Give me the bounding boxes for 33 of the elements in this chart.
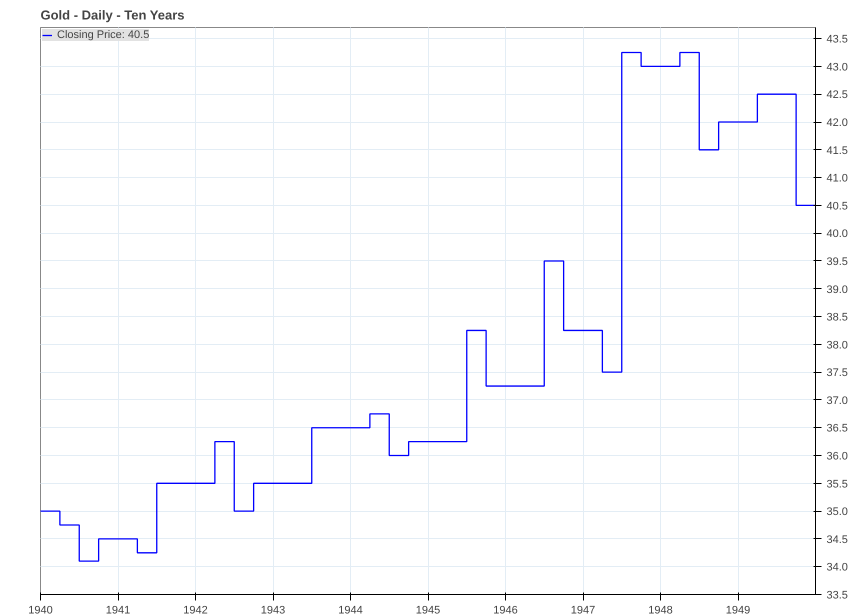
y-tick-label: 36.5 [826, 422, 848, 435]
y-tick-label: 42.5 [826, 89, 848, 102]
y-tick-label: 41.5 [826, 144, 848, 157]
y-tick-label: 40.5 [826, 200, 848, 212]
chart-title: Gold - Daily - Ten Years [40, 8, 185, 22]
x-tick-label: 1948 [648, 604, 673, 616]
x-tick-label: 1947 [570, 604, 596, 616]
y-tick-label: 34.0 [826, 562, 848, 574]
y-tick-label: 38.0 [826, 339, 848, 352]
y-tick-label: 35.5 [826, 478, 848, 490]
y-tick-label: 38.5 [826, 312, 848, 324]
x-tick-label: 1949 [726, 604, 750, 616]
y-tick-label: 39.5 [826, 256, 848, 268]
y-tick-label: 40.0 [826, 228, 848, 240]
x-tick-label: 1946 [493, 604, 518, 616]
y-tick-label: 33.5 [826, 590, 848, 602]
y-tick-label: 43.5 [826, 34, 848, 46]
y-tick-label: 36.0 [826, 450, 848, 463]
y-tick-label: 37.5 [826, 367, 848, 380]
y-tick-label: 35.0 [826, 506, 848, 518]
y-tick-label: 39.0 [826, 284, 848, 296]
x-tick-label: 1941 [106, 604, 130, 616]
y-tick-label: 43.0 [826, 61, 848, 74]
x-tick-label: 1944 [338, 604, 363, 616]
x-tick-label: 1942 [183, 604, 208, 616]
y-tick-label: 37.0 [826, 394, 848, 407]
x-tick-label: 1945 [416, 604, 440, 616]
legend-label: Closing Price: 40.5 [57, 29, 150, 41]
x-tick-label: 1943 [260, 604, 286, 616]
y-tick-label: 34.5 [826, 534, 848, 546]
y-tick-label: 42.0 [826, 117, 848, 129]
y-tick-label: 41.0 [826, 172, 848, 185]
x-tick-label: 1940 [28, 604, 53, 616]
